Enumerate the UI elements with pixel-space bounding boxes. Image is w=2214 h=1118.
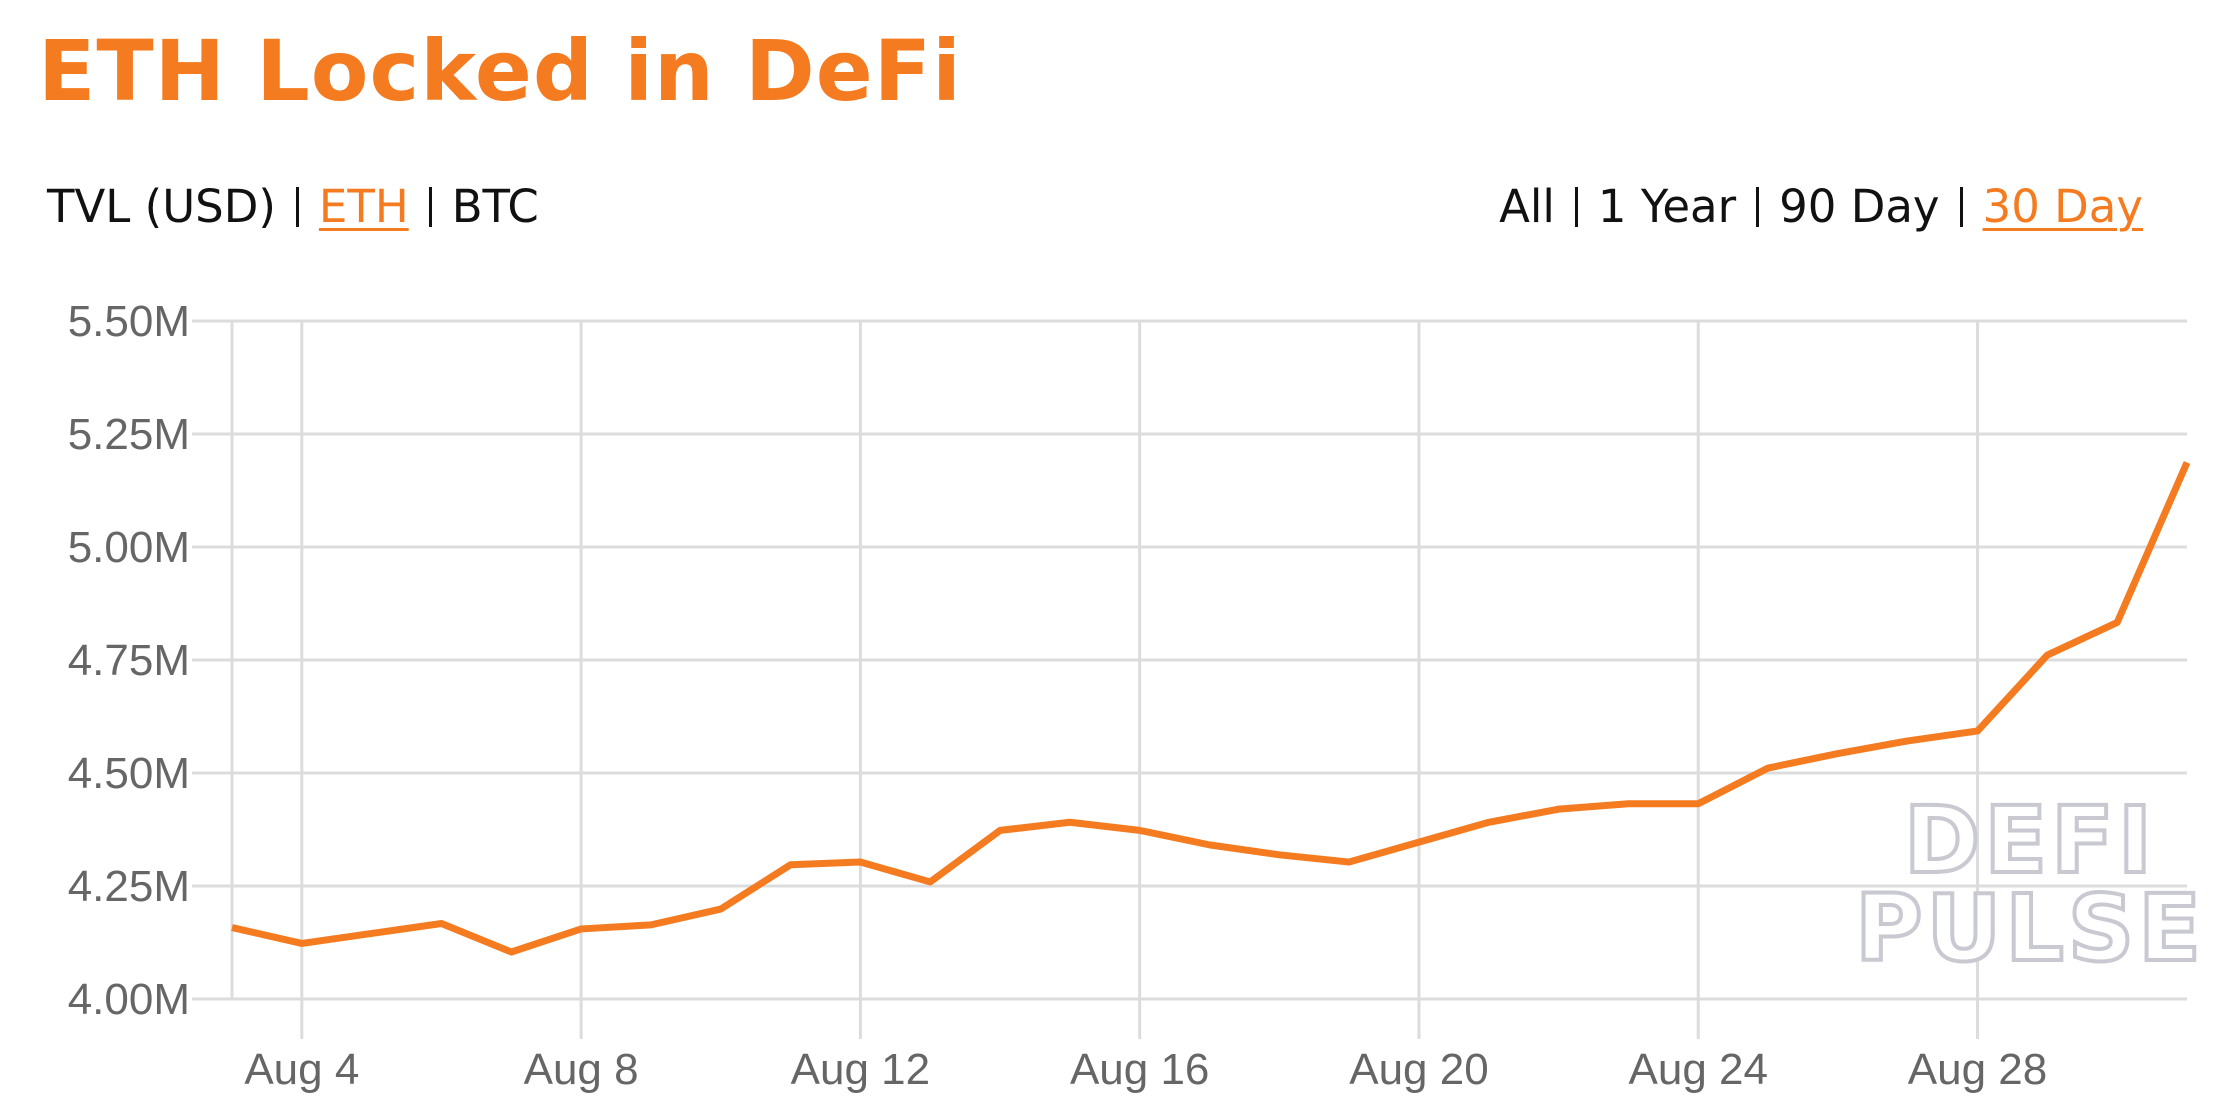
range-option[interactable]: 1 Year: [1597, 180, 1737, 233]
y-tick-label: 4.50M: [68, 749, 190, 798]
x-tick-label: Aug 24: [1629, 1045, 1768, 1094]
separator: [295, 186, 299, 227]
y-tick-label: 5.50M: [68, 297, 190, 346]
y-tick-label: 4.00M: [68, 975, 190, 1024]
range-option[interactable]: All: [1499, 180, 1555, 233]
x-tick-label: Aug 12: [791, 1045, 930, 1094]
separator: [1574, 186, 1578, 227]
chart-title: ETH Locked in DeFi: [38, 22, 962, 120]
separator: [1959, 186, 1963, 227]
range-option[interactable]: 30 Day: [1982, 180, 2143, 233]
watermark: PULSE: [1855, 875, 2205, 982]
unit-option[interactable]: TVL (USD): [47, 180, 276, 233]
separator: [1756, 186, 1760, 227]
y-tick-label: 5.00M: [68, 523, 190, 572]
x-tick-label: Aug 16: [1070, 1045, 1209, 1094]
y-tick-label: 4.75M: [68, 636, 190, 685]
x-tick-label: Aug 28: [1908, 1045, 2047, 1094]
x-tick-label: Aug 20: [1349, 1045, 1488, 1094]
x-tick-label: Aug 4: [244, 1045, 359, 1094]
series-line: [231, 461, 2191, 956]
range-option[interactable]: 90 Day: [1779, 180, 1940, 233]
x-tick-label: Aug 8: [524, 1045, 639, 1094]
y-tick-label: 4.25M: [68, 862, 190, 911]
range-toggles: All 1 Year 90 Day 30 Day: [1499, 180, 2143, 233]
unit-option[interactable]: ETH: [318, 180, 409, 233]
watermark: DEFI: [1904, 787, 2156, 894]
separator: [428, 186, 432, 227]
unit-toggles: TVL (USD) ETH BTC: [47, 180, 539, 233]
unit-option[interactable]: BTC: [451, 180, 539, 233]
y-tick-label: 5.25M: [68, 410, 190, 459]
